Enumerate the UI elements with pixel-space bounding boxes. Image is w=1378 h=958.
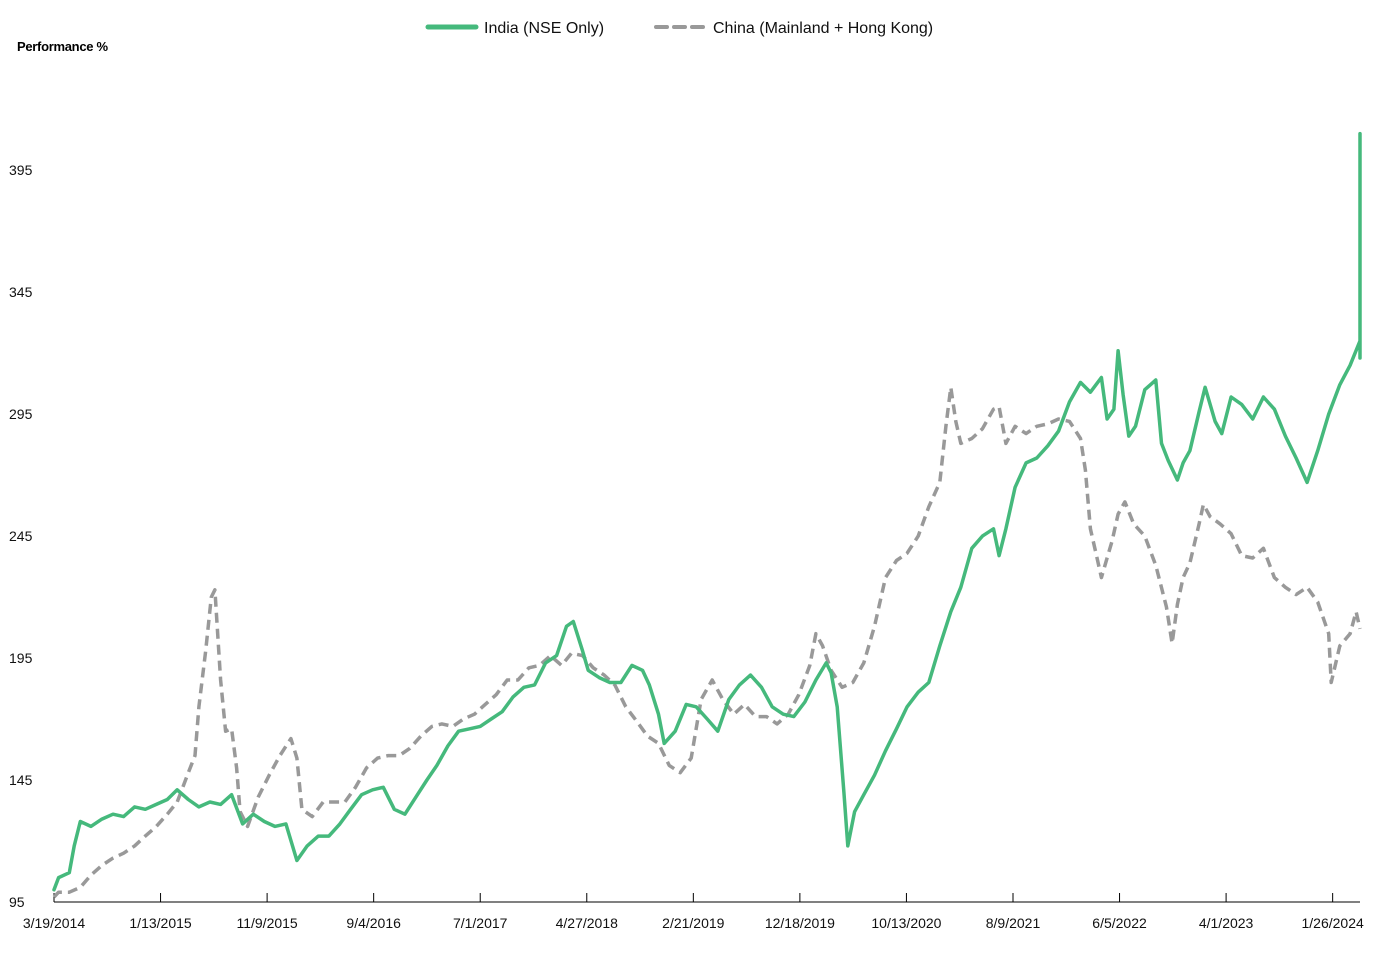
y-tick-label: 195: [9, 650, 33, 666]
x-tick-label: 3/19/2014: [23, 915, 85, 931]
x-axis-ticks: 3/19/2014 1/13/2015 11/9/2015 9/4/2016 7/1/2…: [23, 893, 1364, 931]
y-axis-ticks: 95 145 195 245 295 345 395: [9, 162, 33, 910]
x-tick-label: 6/5/2022: [1092, 915, 1147, 931]
series-layer: [52, 131, 1362, 899]
x-tick-label: 1/13/2015: [129, 915, 191, 931]
x-tick-label: 12/18/2019: [765, 915, 835, 931]
x-tick-label: 8/9/2021: [986, 915, 1041, 931]
x-tick-label: 4/27/2018: [556, 915, 618, 931]
x-tick-label: 4/1/2023: [1199, 915, 1254, 931]
legend: India (NSE Only) China (Mainland + Hong …: [425, 20, 933, 37]
x-tick-label: 2/21/2019: [662, 915, 724, 931]
legend-label-india: India (NSE Only): [484, 20, 604, 37]
y-tick-label: 245: [9, 528, 33, 544]
y-tick-label: 145: [9, 772, 33, 788]
y-tick-label: 95: [9, 894, 25, 910]
x-tick-label: 11/9/2015: [236, 915, 297, 931]
y-axis-title: Performance %: [17, 39, 108, 54]
x-tick-label: 10/13/2020: [871, 915, 941, 931]
y-tick-label: 395: [9, 162, 33, 178]
legend-label-china: China (Mainland + Hong Kong): [713, 20, 933, 37]
x-tick-label: 9/4/2016: [346, 915, 401, 931]
y-tick-label: 345: [9, 284, 33, 300]
x-tick-label: 1/26/2024: [1302, 915, 1364, 931]
x-tick-label: 7/1/2017: [453, 915, 508, 931]
series-line-india: [52, 131, 1362, 892]
y-tick-label: 295: [9, 406, 33, 422]
series-line-china: [52, 385, 1362, 899]
